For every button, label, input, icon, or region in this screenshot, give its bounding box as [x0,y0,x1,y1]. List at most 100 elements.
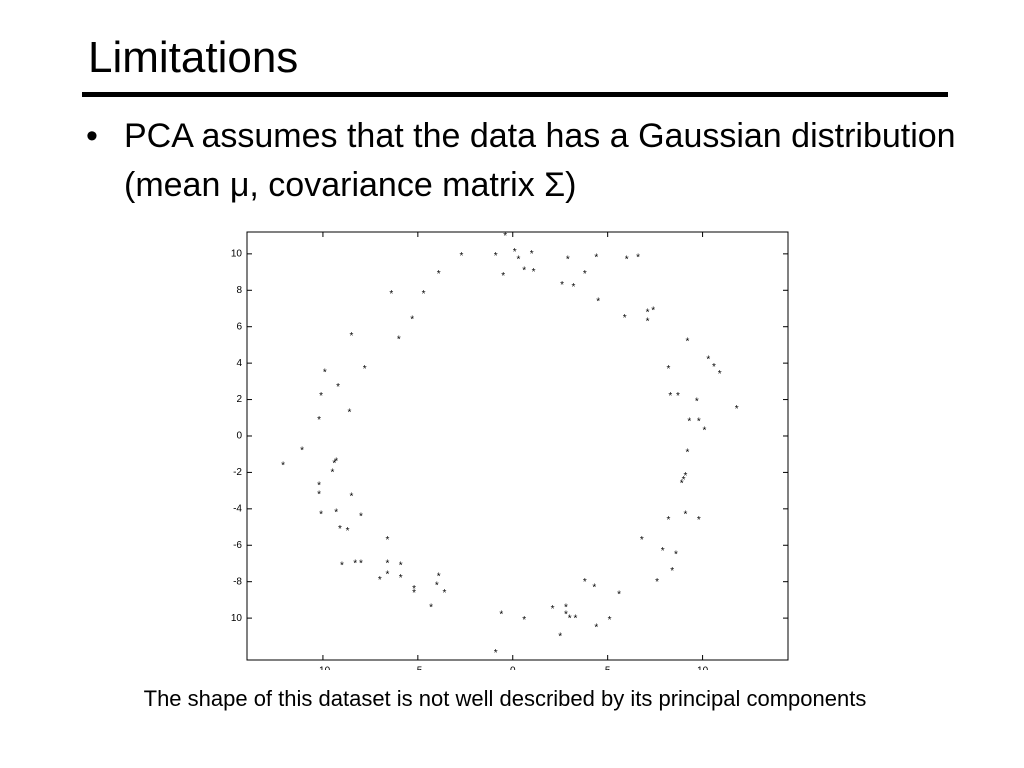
data-point: * [336,382,340,393]
y-tick-label: 0 [236,431,242,442]
title-underline [82,92,948,97]
data-point: * [573,613,577,624]
data-point: * [625,254,629,265]
data-point: * [594,622,598,633]
y-tick-label: 6 [236,321,242,332]
data-point: * [687,417,691,428]
plot-frame [246,231,789,661]
y-tick-label: -4 [233,503,242,514]
data-point: * [532,267,536,278]
data-point: * [435,581,439,592]
data-point: * [399,560,403,571]
data-point: * [666,364,670,375]
data-point: * [666,515,670,526]
data-point: * [651,305,655,316]
data-point: * [422,289,426,300]
data-point: * [281,460,285,471]
data-point: * [685,448,689,459]
data-point: * [594,253,598,264]
data-point: * [348,407,352,418]
data-point: * [596,296,600,307]
data-point: * [608,615,612,626]
data-point: * [640,535,644,546]
data-point: * [317,480,321,491]
data-point: * [674,550,678,561]
data-point: * [494,648,498,659]
data-point: * [680,479,684,490]
data-point: * [412,584,416,595]
y-tick-label: 10 [231,613,243,624]
scatter-chart: -10-505101086420-2-4-6-810 *************… [231,231,789,670]
x-tick-label: 0 [510,665,516,670]
data-point: * [617,590,621,601]
data-point: * [712,362,716,373]
figure-caption: The shape of this dataset is not well de… [143,686,867,711]
data-point: * [332,458,336,469]
data-point: * [499,610,503,621]
axis-ticks: -10 -5 0 5 10 10 8 6 4 2 0 -2 -4 -6 -8 10 [231,232,788,670]
data-point: * [646,307,650,318]
data-point: * [437,571,441,582]
data-point: * [530,249,534,260]
data-point: * [363,364,367,375]
slide-title: Limitations [88,33,299,82]
data-point: * [412,588,416,599]
data-point: * [684,471,688,482]
data-point: * [399,573,403,584]
y-tick-label: -2 [233,467,242,478]
data-point: * [386,570,390,581]
data-point: * [317,489,321,500]
x-tick-label: -5 [413,665,422,670]
data-point: * [397,335,401,346]
data-point: * [349,491,353,502]
data-point: * [583,269,587,280]
data-point: * [323,367,327,378]
data-point: * [338,524,342,535]
data-point: * [668,391,672,402]
data-point: * [682,475,686,486]
x-tick-label: 10 [697,665,709,670]
data-point: * [670,566,674,577]
y-tick-label: 8 [236,285,242,296]
y-tick-label: 10 [231,248,243,259]
data-point: * [583,577,587,588]
data-point: * [735,404,739,415]
y-tick-label: -6 [233,540,242,551]
data-point: * [437,269,441,280]
data-point: * [568,613,572,624]
data-point: * [317,415,321,426]
data-point: * [684,509,688,520]
data-point: * [560,280,564,291]
data-point: * [566,254,570,265]
data-point: * [386,559,390,570]
bullet-text: PCA assumes that the data has a Gaussian… [124,117,956,204]
data-point: * [636,253,640,264]
data-point: * [353,559,357,570]
data-point: * [319,391,323,402]
data-point: * [572,282,576,293]
data-point: * [703,426,707,437]
data-point: * [330,468,334,479]
bullet-marker: • [86,117,98,155]
data-point: * [494,251,498,262]
data-point: * [378,575,382,586]
data-point: * [319,509,323,520]
data-point: * [359,511,363,522]
data-point: * [359,559,363,570]
data-point: * [697,515,701,526]
data-point: * [442,588,446,599]
data-points: * * * * * * * * * * * * * * * * * * * * * * * * * * * * * * * * * * * * * * * *… [281,231,739,659]
data-point: * [349,331,353,342]
bullet-point: • PCA assumes that the data has a Gaussi… [86,112,966,210]
data-point: * [564,610,568,621]
data-point: * [460,251,464,262]
data-point: * [334,457,338,468]
data-point: * [501,271,505,282]
y-tick-label: 2 [236,394,242,405]
data-point: * [564,602,568,613]
data-point: * [695,397,699,408]
data-point: * [346,526,350,537]
data-point: * [661,546,665,557]
data-point: * [386,535,390,546]
data-point: * [516,254,520,265]
